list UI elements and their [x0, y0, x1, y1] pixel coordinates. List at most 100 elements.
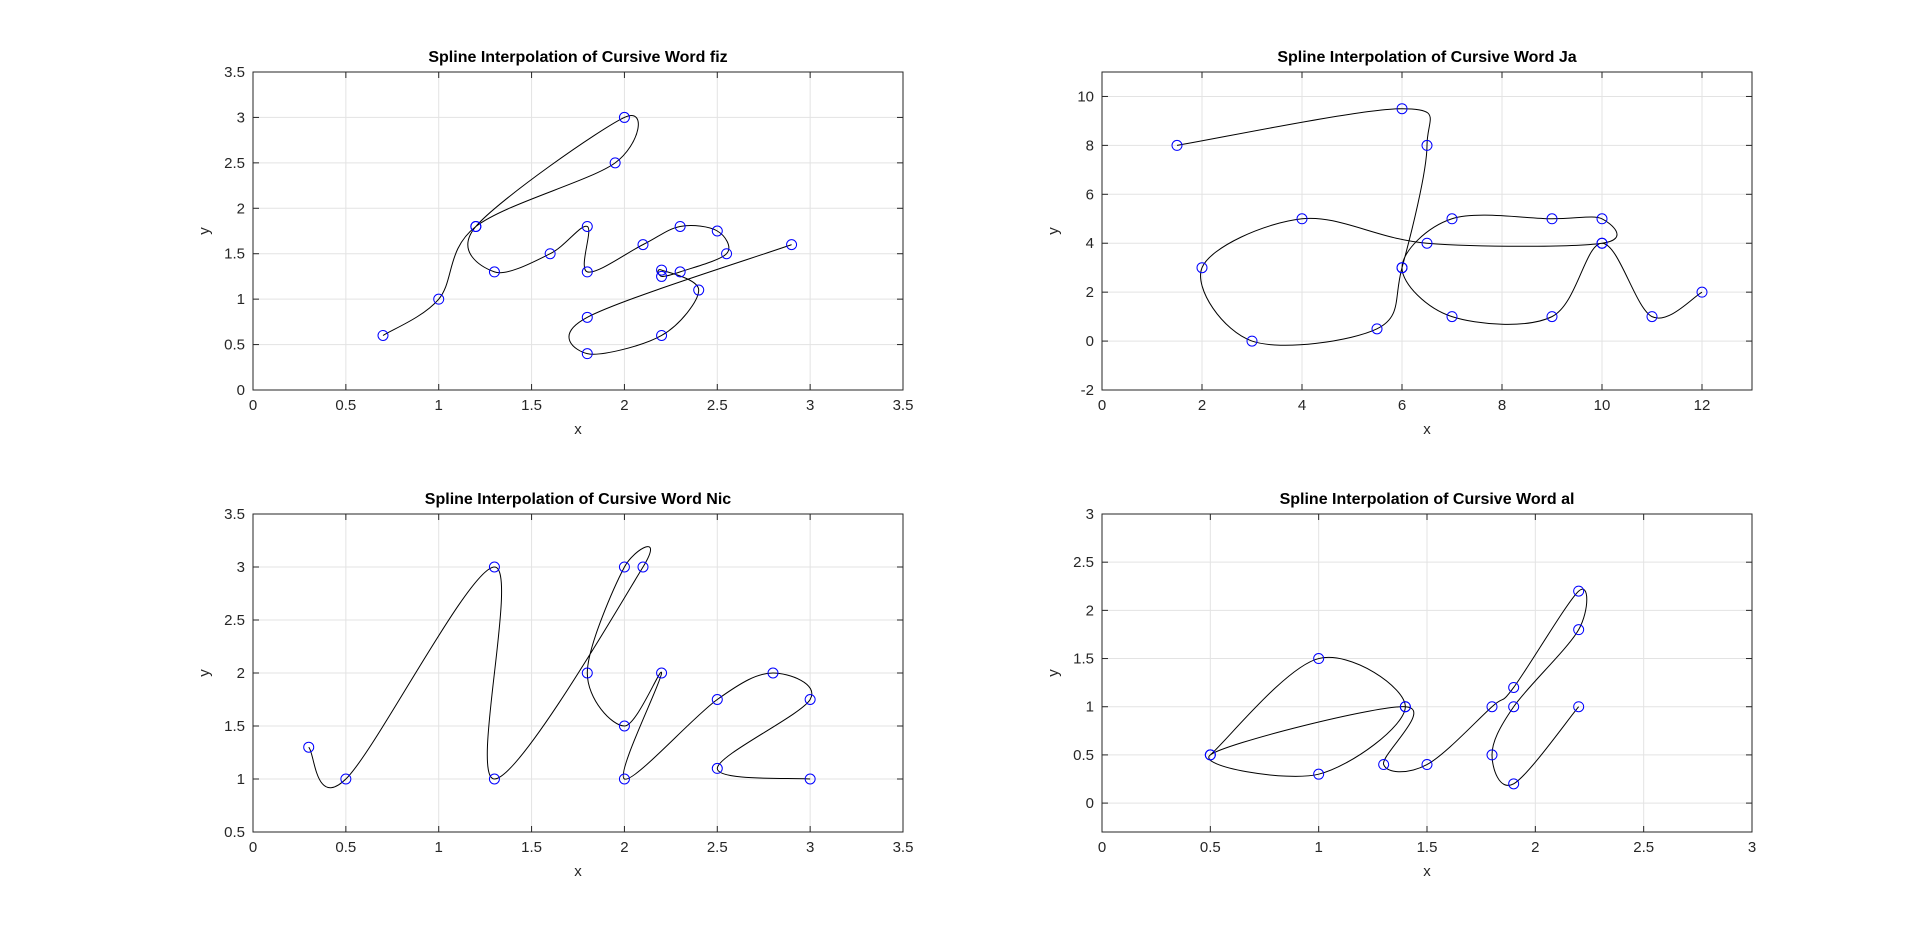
x-tick-label: 6 — [1398, 397, 1406, 414]
data-point-marker — [618, 111, 630, 123]
data-point-marker — [1446, 213, 1458, 225]
y-tick-label: 0 — [1086, 333, 1094, 350]
y-tick-label: 8 — [1086, 137, 1094, 154]
data-point-marker — [470, 220, 482, 232]
x-tick-label: 2 — [1198, 397, 1206, 414]
x-axis-label: x — [574, 863, 582, 880]
y-axis-label: y — [196, 227, 213, 235]
data-point-marker — [656, 270, 668, 282]
x-tick-label: 3 — [806, 839, 814, 856]
data-point-marker — [1508, 681, 1520, 693]
data-point-marker — [1421, 759, 1433, 771]
chart-title: Spline Interpolation of Cursive Word Ja — [1277, 49, 1576, 66]
data-point-marker — [377, 329, 389, 341]
data-point-marker — [1204, 749, 1216, 761]
data-point-marker — [711, 225, 723, 237]
data-point-marker — [1573, 701, 1585, 713]
x-tick-label: 3 — [806, 397, 814, 414]
data-point-marker — [1396, 103, 1408, 115]
data-point-marker — [609, 157, 621, 169]
x-axis-label: x — [1423, 421, 1431, 438]
data-point-marker — [1508, 701, 1520, 713]
chart-title: Spline Interpolation of Cursive Word al — [1280, 491, 1575, 508]
data-point-marker — [1696, 286, 1708, 298]
x-tick-label: 0 — [249, 839, 257, 856]
data-point-marker — [1486, 749, 1498, 761]
data-point-marker — [1378, 759, 1390, 771]
y-tick-label: 2 — [1086, 284, 1094, 301]
data-point-marker — [637, 561, 649, 573]
chart-title: Spline Interpolation of Cursive Word Nic — [425, 491, 732, 508]
data-point-marker — [693, 284, 705, 296]
x-tick-label: 1.5 — [521, 397, 542, 414]
x-tick-label: 1 — [1314, 839, 1322, 856]
y-tick-label: 2.5 — [224, 155, 245, 172]
data-point-marker — [637, 239, 649, 251]
y-tick-label: 0 — [237, 382, 245, 399]
data-point-marker — [618, 561, 630, 573]
data-point-marker — [804, 694, 816, 705]
data-point-marker — [656, 329, 668, 341]
y-tick-label: 1 — [1086, 699, 1094, 716]
y-tick-label: 3 — [237, 109, 245, 126]
y-axis-label: y — [1045, 669, 1062, 677]
data-point-marker — [1296, 213, 1308, 225]
x-tick-label: 0 — [1098, 839, 1106, 856]
y-tick-label: 3 — [237, 559, 245, 576]
axes-box — [252, 71, 904, 391]
x-tick-label: 2.5 — [707, 839, 728, 856]
data-point-marker — [767, 667, 779, 679]
data-point-marker — [1196, 262, 1208, 274]
y-tick-label: 1.5 — [224, 718, 245, 735]
y-tick-label: 3 — [1086, 506, 1094, 523]
data-point-marker — [1399, 701, 1411, 713]
x-tick-label: 3.5 — [893, 397, 914, 414]
x-tick-label: 1.5 — [1417, 839, 1438, 856]
data-point-marker — [721, 248, 733, 260]
data-point-marker — [433, 293, 445, 305]
data-point-marker — [581, 266, 593, 278]
x-tick-label: 8 — [1498, 397, 1506, 414]
y-tick-label: 1.5 — [224, 246, 245, 263]
axes-box — [1101, 71, 1753, 391]
plot-area — [1102, 72, 1752, 390]
data-point-marker — [1573, 585, 1585, 597]
data-point-marker — [1446, 311, 1458, 323]
data-point-marker — [340, 773, 352, 785]
data-point-marker — [711, 694, 723, 705]
data-point-marker — [618, 773, 630, 785]
x-tick-label: 1 — [435, 397, 443, 414]
subplot-1: 0 0.5 1 1.5 2 2.5 3 3.5 0 0.5 1 1.5 2 2.5 3 3.5 Spline I… — [196, 49, 913, 438]
x-tick-label: 3.5 — [893, 839, 914, 856]
data-point-marker — [1596, 237, 1608, 249]
y-tick-label: 3.5 — [224, 506, 245, 523]
y-tick-label: 0 — [1086, 795, 1094, 812]
data-point-marker — [1246, 335, 1258, 347]
x-tick-label: 2.5 — [707, 397, 728, 414]
data-point-marker — [618, 720, 630, 732]
y-tick-label: 2.5 — [224, 612, 245, 629]
chart-title: Spline Interpolation of Cursive Word fiz — [428, 49, 727, 66]
x-tick-label: 2 — [620, 839, 628, 856]
y-tick-label: 0.5 — [1073, 747, 1094, 764]
y-tick-label: 2 — [237, 200, 245, 217]
x-axis-label: x — [574, 421, 582, 438]
y-tick-label: 3.5 — [224, 64, 245, 81]
x-tick-label: 0.5 — [335, 397, 356, 414]
data-point-marker — [786, 239, 798, 251]
x-tick-label: 4 — [1298, 397, 1306, 414]
x-tick-label: 0 — [1098, 397, 1106, 414]
data-point-marker — [1313, 768, 1325, 780]
y-axis-label: y — [196, 669, 213, 677]
spline-curve — [308, 546, 813, 789]
data-point-marker — [1546, 311, 1558, 323]
x-tick-label: 2.5 — [1633, 839, 1654, 856]
y-tick-label: 10 — [1077, 88, 1094, 105]
data-point-marker — [1371, 323, 1383, 335]
x-tick-label: 12 — [1694, 397, 1711, 414]
data-point-marker — [1396, 262, 1408, 274]
data-point-marker — [1421, 237, 1433, 249]
x-tick-label: 2 — [1531, 839, 1539, 856]
x-tick-label: 1 — [435, 839, 443, 856]
